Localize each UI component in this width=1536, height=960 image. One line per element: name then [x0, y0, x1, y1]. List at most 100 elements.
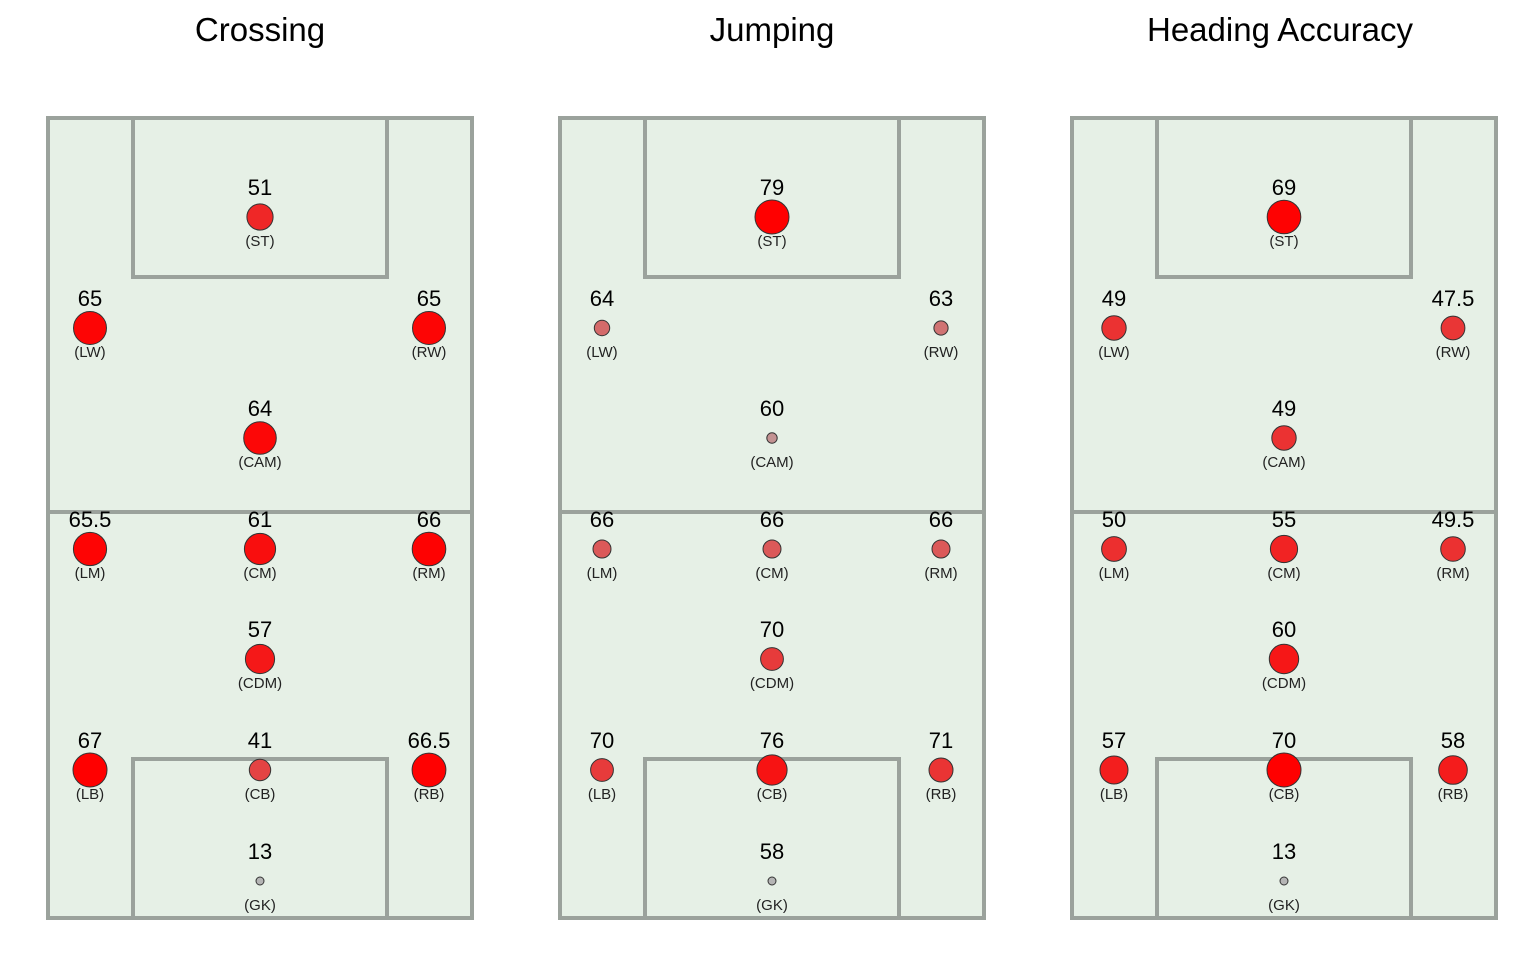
value-label-lb: 70	[590, 728, 614, 753]
value-label-rw: 63	[929, 286, 953, 311]
position-label-cam: (CAM)	[238, 454, 281, 471]
value-label-lb: 57	[1102, 728, 1126, 753]
marker-rw	[412, 311, 446, 345]
marker-cm	[1269, 534, 1299, 564]
position-label-lb: (LB)	[588, 786, 616, 803]
value-label-lw: 49	[1102, 286, 1126, 311]
position-label-lm: (LM)	[1099, 565, 1130, 582]
position-label-rb: (RB)	[1438, 786, 1469, 803]
marker-rb	[411, 752, 447, 788]
position-label-cb: (CB)	[757, 786, 788, 803]
value-label-cam: 60	[760, 396, 784, 421]
position-label-rm: (RM)	[412, 565, 445, 582]
position-label-st: (ST)	[245, 233, 274, 250]
marker-st	[1266, 199, 1302, 235]
value-label-cdm: 57	[248, 617, 272, 642]
position-label-cdm: (CDM)	[1262, 675, 1306, 692]
value-label-rb: 66.5	[408, 728, 451, 753]
marker-cdm	[244, 643, 276, 675]
value-label-cdm: 60	[1272, 617, 1296, 642]
panel-title: Heading Accuracy	[1147, 11, 1413, 48]
value-label-lw: 65	[78, 286, 102, 311]
marker-lw	[73, 311, 107, 345]
marker-lb	[1099, 755, 1129, 785]
position-label-cam: (CAM)	[750, 454, 793, 471]
marker-gk	[767, 876, 777, 886]
position-label-lm: (LM)	[75, 565, 106, 582]
position-label-st: (ST)	[757, 233, 786, 250]
position-label-lb: (LB)	[76, 786, 104, 803]
value-label-cm: 55	[1272, 507, 1296, 532]
position-label-rw: (RW)	[412, 344, 447, 361]
marker-cdm	[760, 647, 784, 671]
marker-rm	[411, 531, 447, 567]
value-label-cam: 49	[1272, 396, 1296, 421]
marker-cdm	[1268, 643, 1300, 675]
marker-lm	[592, 539, 612, 559]
value-label-st: 51	[248, 175, 272, 200]
value-label-cm: 66	[760, 507, 784, 532]
marker-rw	[1440, 315, 1466, 341]
value-label-lm: 65.5	[69, 507, 112, 532]
position-label-lm: (LM)	[587, 565, 618, 582]
marker-cam	[243, 421, 277, 455]
value-label-lm: 66	[590, 507, 614, 532]
value-label-rw: 65	[417, 286, 441, 311]
position-label-rb: (RB)	[414, 786, 445, 803]
value-label-lb: 67	[78, 728, 102, 753]
marker-lm	[1101, 536, 1127, 562]
position-label-lw: (LW)	[586, 344, 617, 361]
position-label-rw: (RW)	[924, 344, 959, 361]
marker-cb	[756, 754, 788, 786]
marker-cm	[762, 539, 782, 559]
value-label-cm: 61	[248, 507, 272, 532]
position-label-cdm: (CDM)	[238, 675, 282, 692]
value-label-cb: 41	[248, 728, 272, 753]
position-label-lw: (LW)	[74, 344, 105, 361]
value-label-cb: 70	[1272, 728, 1296, 753]
marker-cb	[248, 758, 272, 782]
marker-rm	[931, 539, 951, 559]
position-label-cm: (CM)	[1267, 565, 1300, 582]
marker-gk	[255, 876, 265, 886]
position-label-rm: (RM)	[1436, 565, 1469, 582]
top-penalty-box	[131, 118, 389, 279]
marker-rm	[1440, 536, 1466, 562]
position-label-gk: (GK)	[1268, 897, 1300, 914]
top-penalty-box	[643, 118, 901, 279]
position-label-lw: (LW)	[1098, 344, 1129, 361]
position-label-cm: (CM)	[755, 565, 788, 582]
marker-lb	[590, 758, 614, 782]
marker-rb	[928, 757, 954, 783]
pitch-field	[46, 116, 474, 920]
value-label-rm: 66	[417, 507, 441, 532]
marker-gk	[1279, 876, 1289, 886]
marker-rw	[933, 320, 949, 336]
marker-cam	[1271, 425, 1297, 451]
marker-cam	[766, 432, 778, 444]
value-label-st: 69	[1272, 175, 1296, 200]
value-label-rb: 71	[929, 728, 953, 753]
marker-lb	[72, 752, 108, 788]
position-label-cam: (CAM)	[1262, 454, 1305, 471]
value-label-cam: 64	[248, 396, 272, 421]
position-label-gk: (GK)	[244, 897, 276, 914]
panel-0: Crossing 51 (ST) 65 (LW) 65 (RW) 64 (CAM) 65.5 (LM…	[46, 11, 474, 920]
position-label-st: (ST)	[1269, 233, 1298, 250]
value-label-rm: 49.5	[1432, 507, 1475, 532]
position-label-rm: (RM)	[924, 565, 957, 582]
value-label-gk: 13	[1272, 839, 1296, 864]
value-label-cdm: 70	[760, 617, 784, 642]
top-penalty-box	[1155, 118, 1413, 279]
value-label-gk: 13	[248, 839, 272, 864]
marker-cb	[1266, 752, 1302, 788]
marker-lw	[1101, 315, 1127, 341]
position-label-cb: (CB)	[245, 786, 276, 803]
position-label-lb: (LB)	[1100, 786, 1128, 803]
marker-cm	[243, 532, 277, 566]
value-label-cb: 76	[760, 728, 784, 753]
value-label-rw: 47.5	[1432, 286, 1475, 311]
marker-lw	[593, 319, 611, 337]
